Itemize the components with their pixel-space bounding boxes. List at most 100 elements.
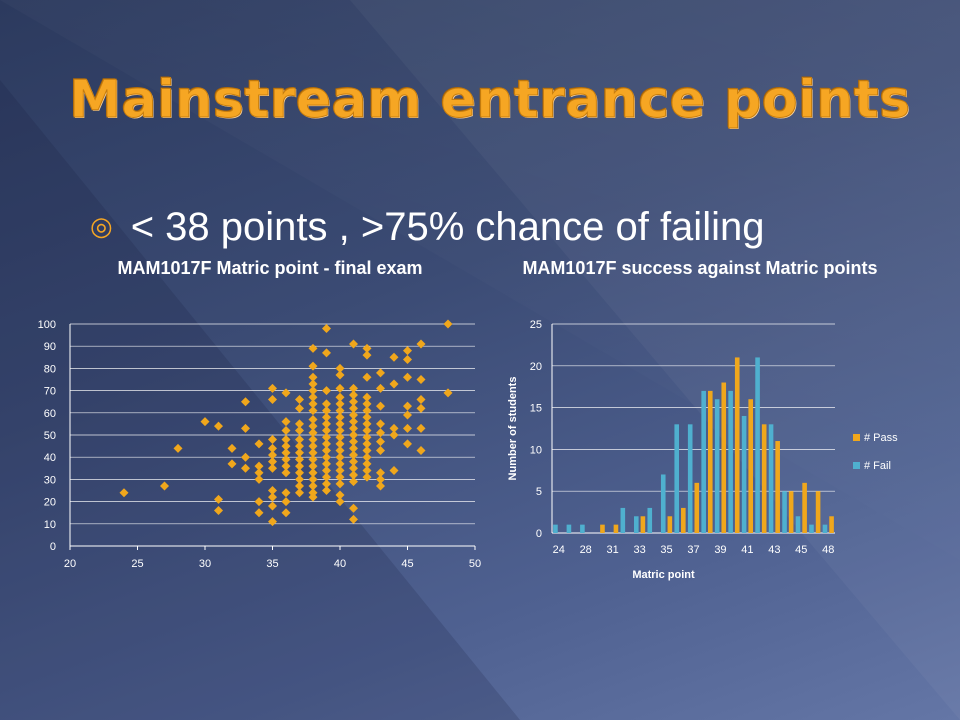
scatter-point: [349, 383, 358, 393]
scatter-point: [295, 394, 304, 404]
scatter-point: [389, 379, 399, 389]
scatter-point: [403, 401, 412, 411]
scatter-point: [227, 459, 237, 469]
scatter-point: [308, 361, 318, 371]
scatter-point: [349, 403, 358, 413]
bar-x-tick-label: 24: [553, 544, 565, 556]
pass-bar: [600, 524, 605, 533]
scatter-point: [308, 386, 318, 396]
scatter-point: [349, 339, 358, 349]
scatter-point: [335, 472, 345, 482]
scatter-point: [349, 477, 358, 487]
scatter-point: [322, 406, 331, 416]
scatter-point: [281, 468, 291, 478]
scatter-point: [322, 323, 331, 333]
fail-bar: [660, 474, 666, 533]
scatter-point: [281, 426, 291, 436]
scatter-point: [281, 488, 291, 498]
scatter-point: [322, 426, 331, 436]
scatter-point: [281, 454, 291, 464]
scatter-point: [349, 410, 358, 420]
scatter-point: [295, 488, 304, 498]
scatter-point: [376, 419, 385, 429]
pass-bar: [667, 516, 673, 533]
bar-y-tick-label: 25: [530, 319, 542, 331]
fail-bar: [674, 424, 680, 533]
scatter-point: [376, 401, 385, 411]
scatter-point: [308, 474, 318, 484]
scatter-point: [389, 466, 399, 476]
scatter-point: [335, 406, 345, 416]
scatter-point: [322, 348, 331, 358]
scatter-point: [295, 481, 304, 491]
bar-y-tick-label: 0: [536, 528, 542, 540]
scatter-point: [308, 448, 318, 458]
scatter-point: [241, 452, 250, 462]
scatter-point: [349, 417, 358, 427]
bar-y-tick-label: 20: [530, 361, 542, 373]
scatter-point: [362, 432, 372, 442]
scatter-point: [376, 468, 385, 478]
scatter-point: [403, 423, 412, 433]
pass-bar: [640, 516, 646, 533]
scatter-point: [160, 481, 169, 491]
bar-x-tick-label: 35: [660, 544, 672, 556]
scatter-point: [268, 434, 277, 444]
scatter-point: [281, 508, 291, 518]
scatter-point: [241, 463, 250, 473]
scatter-point: [308, 468, 318, 478]
scatter-point: [335, 399, 345, 409]
scatter-point: [268, 463, 277, 473]
scatter-point: [362, 452, 372, 462]
scatter-point: [335, 452, 345, 462]
scatter-y-tick-label: 100: [38, 319, 56, 331]
scatter-y-tick-label: 20: [44, 497, 56, 509]
scatter-point: [322, 486, 331, 495]
fail-bar: [795, 516, 801, 533]
scatter-point: [308, 492, 318, 502]
scatter-point: [295, 403, 304, 413]
pass-bar: [734, 357, 740, 533]
scatter-point: [335, 419, 345, 429]
fail-bar: [566, 524, 572, 533]
scatter-point: [376, 481, 385, 491]
scatter-point: [335, 383, 345, 393]
scatter-point: [308, 372, 318, 382]
scatter-point: [281, 448, 291, 458]
scatter-point: [308, 441, 318, 451]
bar-chart-title: MAM1017F success against Matric points: [522, 258, 878, 278]
scatter-point: [254, 508, 264, 518]
scatter-point: [335, 363, 345, 373]
fail-bar: [809, 524, 814, 533]
scatter-point: [335, 479, 345, 489]
scatter-point: [322, 432, 331, 442]
scatter-point: [295, 474, 304, 484]
bar-y-tick-label: 15: [530, 403, 542, 415]
scatter-point: [308, 343, 318, 353]
bar-x-axis-title: Matric point: [632, 569, 695, 581]
scatter-point: [308, 414, 318, 424]
scatter-point: [349, 397, 358, 407]
scatter-point: [362, 392, 372, 402]
scatter-point: [308, 454, 318, 464]
scatter-point: [335, 497, 345, 507]
scatter-y-tick-label: 30: [44, 474, 56, 486]
bar-x-tick-label: 37: [687, 544, 699, 556]
scatter-point: [281, 388, 291, 398]
scatter-point: [349, 390, 358, 400]
fail-bar: [701, 390, 706, 533]
scatter-point: [403, 346, 412, 356]
scatter-point: [268, 501, 277, 511]
target-bullet-icon: ◎: [90, 211, 113, 241]
fail-bar: [633, 516, 639, 533]
scatter-y-tick-label: 60: [44, 408, 56, 420]
scatter-point: [362, 466, 372, 476]
scatter-point: [416, 339, 426, 349]
scatter-point: [389, 423, 399, 433]
scatter-point: [322, 399, 331, 409]
scatter-y-tick-label: 0: [50, 541, 56, 553]
scatter-point: [322, 479, 331, 489]
scatter-point: [268, 450, 277, 460]
scatter-point: [349, 514, 358, 524]
